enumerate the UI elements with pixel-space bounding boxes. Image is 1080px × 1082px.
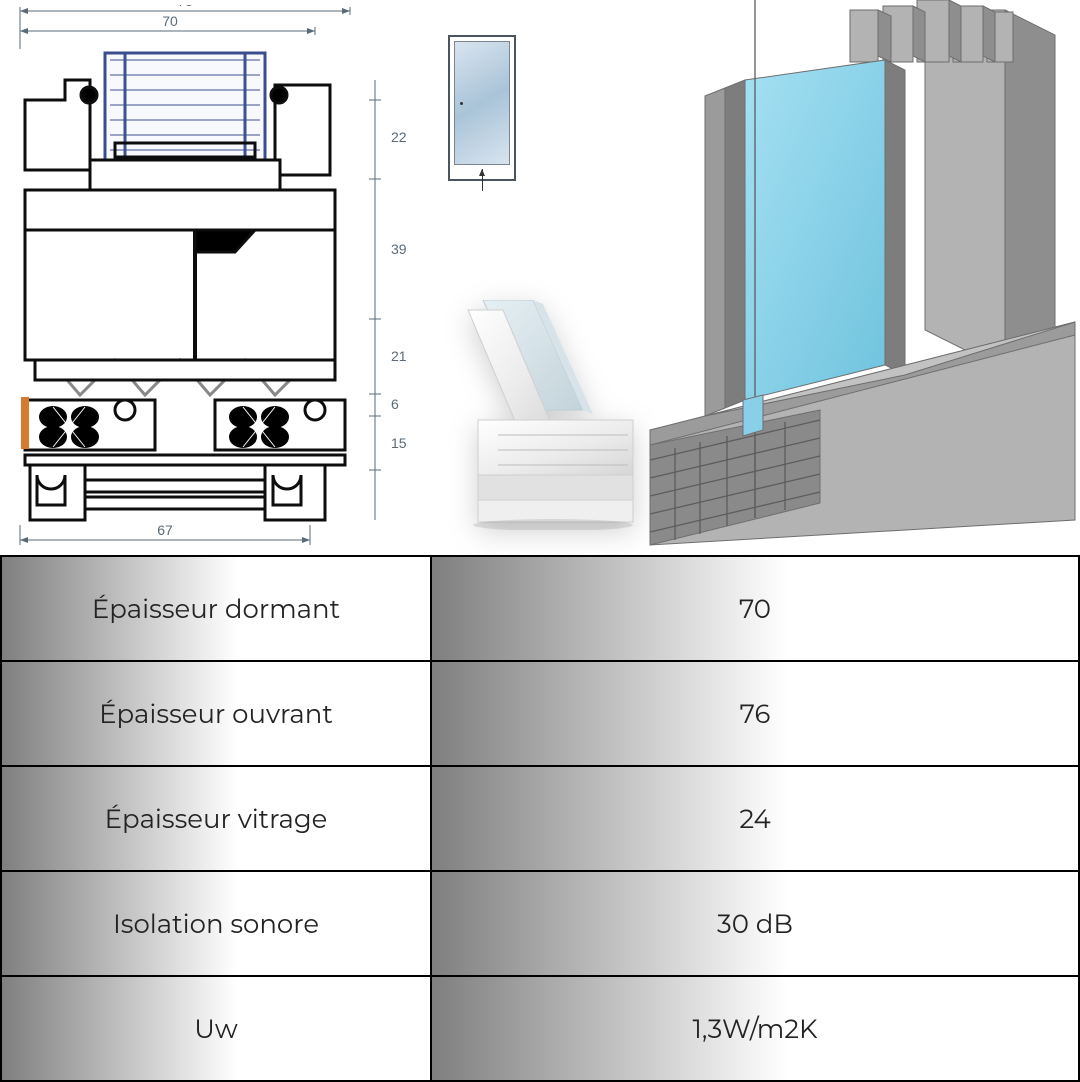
dim-h-4: 15 — [391, 435, 407, 451]
spec-value: 24 — [431, 766, 1079, 871]
spec-label: Épaisseur dormant — [1, 556, 431, 661]
spec-label: Isolation sonore — [1, 871, 431, 976]
dim-h-3: 6 — [391, 396, 399, 412]
dim-bottom: 67 — [20, 522, 310, 545]
profile-photo-render — [448, 300, 638, 530]
spec-label: Épaisseur ouvrant — [1, 661, 431, 766]
table-row: Isolation sonore 30 dB — [1, 871, 1079, 976]
spec-value: 70 — [431, 556, 1079, 661]
table-row: Épaisseur ouvrant 76 — [1, 661, 1079, 766]
spec-label: Uw — [1, 976, 431, 1081]
cross-section-2d: 78 70 67 — [15, 5, 360, 550]
dim-column-vertical: 22 39 21 6 15 — [365, 80, 420, 520]
table-row: Épaisseur vitrage 24 — [1, 766, 1079, 871]
figure-area: 78 70 67 — [0, 0, 1080, 555]
mini-window-arrow — [482, 169, 483, 191]
spec-label: Épaisseur vitrage — [1, 766, 431, 871]
dim-top: 78 70 — [20, 5, 350, 49]
table-row: Uw 1,3W/m2K — [1, 976, 1079, 1081]
dim-width-outer: 78 — [177, 5, 193, 9]
profile-outline — [21, 53, 345, 520]
spec-value: 76 — [431, 661, 1079, 766]
mini-window-mockup — [448, 35, 516, 181]
dim-h-1: 39 — [391, 241, 407, 257]
dim-width-inner: 70 — [162, 13, 178, 29]
spec-table: Épaisseur dormant 70 Épaisseur ouvrant 7… — [0, 555, 1080, 1082]
profile-3d-isometric — [645, 0, 1080, 550]
dim-h-0: 22 — [391, 129, 407, 145]
dim-h-2: 21 — [391, 348, 407, 364]
spec-value: 1,3W/m2K — [431, 976, 1079, 1081]
mini-window-glass — [454, 41, 510, 165]
table-row: Épaisseur dormant 70 — [1, 556, 1079, 661]
dim-width-bottom: 67 — [157, 522, 173, 538]
spec-value: 30 dB — [431, 871, 1079, 976]
